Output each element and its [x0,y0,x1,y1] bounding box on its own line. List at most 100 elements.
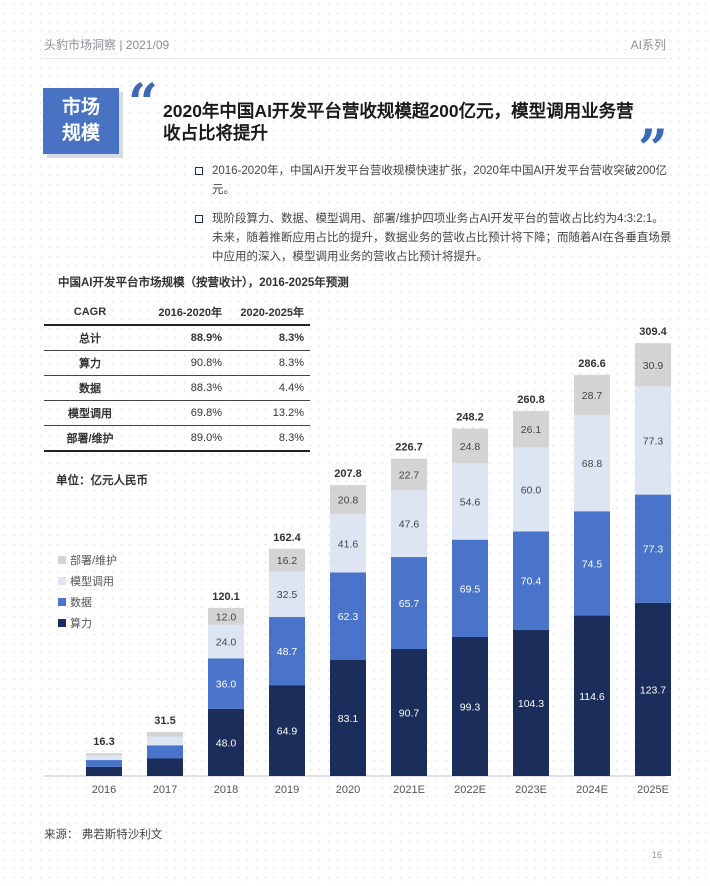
bar-value-label: 90.7 [399,708,420,720]
bar-segment [147,745,183,759]
bar-segment [452,636,488,776]
x-tick-label: 2018 [214,784,238,796]
bar-segment [635,494,671,603]
bar-segment [513,531,549,630]
bar-total-label: 286.6 [578,358,606,370]
cagr-cell: 8.3% [228,350,310,376]
legend-item: 模型调用 [58,570,117,591]
bar-value-label: 28.7 [582,390,603,402]
page-headline: 2020年中国AI开发平台营收规模超200亿元，模型调用业务营收占比将提升 [163,101,634,143]
bar-value-label: 62.3 [338,611,359,623]
bar-value-label: 48.7 [277,646,298,658]
section-label-line1: 市场 [61,97,100,118]
bar-value-label: 48.0 [216,737,237,749]
bar-total-label: 260.8 [517,394,545,406]
bar-segment [513,410,549,448]
bar-value-label: 36.0 [216,679,237,691]
legend-label: 算力 [70,617,92,630]
cagr-cell: 部署/维护 [44,425,136,452]
cagr-cell: 数据 [44,375,136,401]
unit-label: 单位：亿元人民币 [56,475,148,487]
bar-segment [574,414,610,512]
cagr-header-cell: CAGR [44,300,136,326]
bar-value-label: 123.7 [640,684,666,696]
cagr-row: 部署/维护 89.0% 8.3% [44,425,310,452]
bar-segment [330,659,366,776]
bar-value-label: 22.7 [399,470,420,482]
page-number: 16 [651,850,662,860]
bar-segment [452,463,488,540]
bar-segment [208,708,244,776]
bar-segment [269,685,305,776]
bar-total-label: 248.2 [456,412,484,424]
bar-total-label: 207.8 [334,468,362,480]
legend-swatch [58,618,66,627]
bar-segment [269,616,305,686]
bar-segment [574,615,610,776]
section-label-line2: 规模 [61,123,100,144]
bullet-square-icon [195,167,203,175]
cagr-cell: 8.3% [228,425,310,452]
cagr-cell: 模型调用 [44,400,136,426]
bar-value-label: 41.6 [338,538,359,550]
legend-swatch [58,576,66,585]
bar-segment [86,753,122,756]
legend-item: 部署/维护 [58,549,117,570]
bullet-square-icon [195,215,203,223]
header-divider [44,58,666,59]
bar-segment [208,608,244,625]
x-tick-label: 2021E [393,784,425,796]
bar-segment [574,374,610,415]
header-left: 头豹市场洞察 | 2021/09 [44,38,170,52]
bar-value-label: 54.6 [460,496,481,508]
bar-segment [391,490,427,558]
bar-segment [330,514,366,573]
cagr-cell: 69.8% [136,400,228,426]
bar-value-label: 12.0 [216,611,237,623]
bar-value-label: 20.8 [338,495,359,507]
bar-value-label: 99.3 [460,701,481,713]
legend-item: 数据 [58,591,117,612]
bar-segment [147,731,183,737]
bar-segment [452,539,488,637]
bar-total-label: 16.3 [93,736,114,748]
bar-segment [208,624,244,659]
section-label: 市场 规模 [43,88,119,154]
bar-value-label: 60.0 [521,484,542,496]
open-quote-icon: “ [128,73,158,134]
cagr-cell: 88.3% [136,375,228,401]
bullet-item: 2016-2020年，中国AI开发平台营收规模快速扩张，2020年中国AI开发平… [195,162,672,200]
bar-segment [635,602,671,776]
bar-value-label: 68.8 [582,458,603,470]
cagr-header-row: CAGR 2016-2020年 2020-2025年 [44,300,310,326]
bar-segment [635,343,671,387]
bar-value-label: 47.6 [399,519,420,531]
bar-segment [452,428,488,464]
x-tick-label: 2023E [515,784,547,796]
cagr-row: 数据 88.3% 4.4% [44,375,310,401]
bar-total-label: 162.4 [273,532,301,544]
legend-swatch [58,597,66,606]
x-tick-label: 2025E [637,784,669,796]
bar-value-label: 64.9 [277,726,298,738]
cagr-cell: 4.4% [228,375,310,401]
source-note: 来源： 弗若斯特沙利文 [44,829,163,841]
cagr-header-cell: 2016-2020年 [136,300,228,326]
bar-value-label: 26.1 [521,424,542,436]
chart-legend: 部署/维护 模型调用 数据 算力 [58,549,117,633]
bar-segment [269,548,305,572]
x-tick-label: 2016 [92,784,116,796]
close-quote-icon: ” [638,119,668,180]
bullet-text: 现阶段算力、数据、模型调用、部署/维护四项业务占AI开发平台的营收占比约为4:3… [212,213,672,263]
cagr-cell: 8.3% [228,325,310,351]
bar-value-label: 32.5 [277,589,298,601]
cagr-row: 模型调用 69.8% 13.2% [44,400,310,426]
cagr-cell: 13.2% [228,400,310,426]
x-tick-label: 2022E [454,784,486,796]
bar-segment [86,766,122,776]
bar-value-label: 65.7 [399,598,420,610]
bar-segment [391,458,427,491]
bar-total-label: 31.5 [154,715,175,727]
bar-segment [330,485,366,515]
